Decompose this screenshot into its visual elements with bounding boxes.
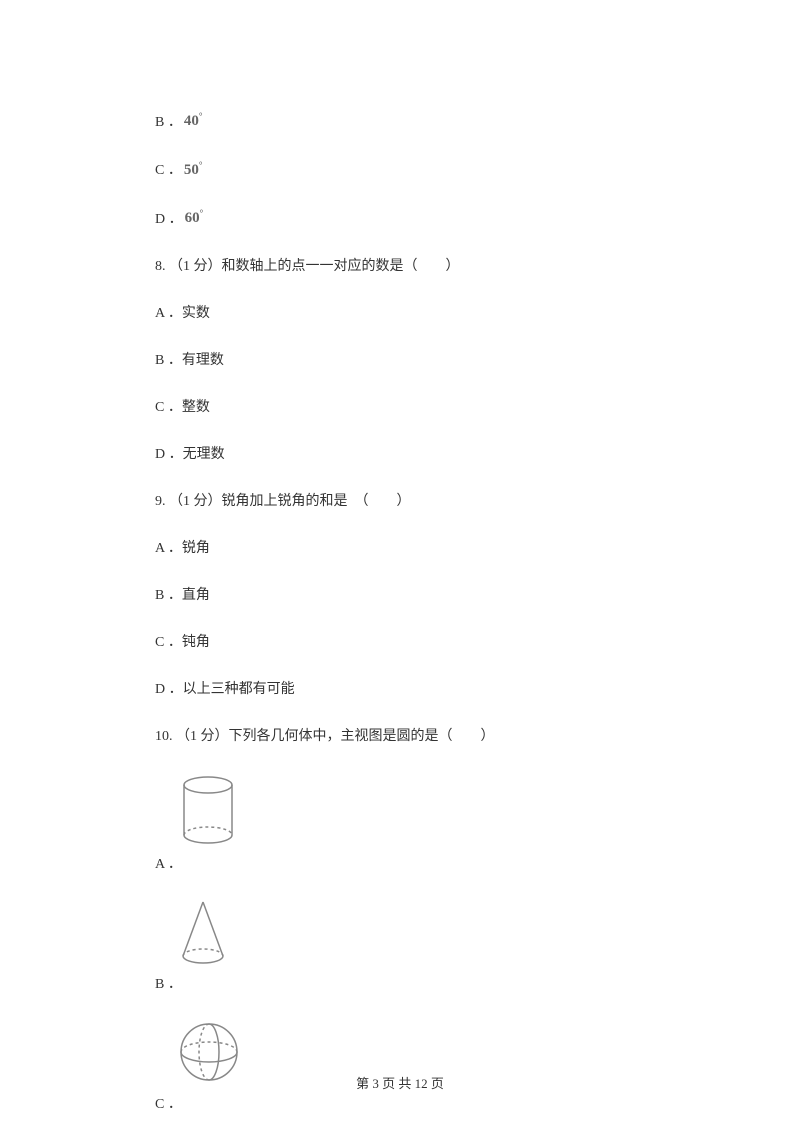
math-value: 40°: [184, 110, 203, 133]
option-text: 实数: [182, 303, 210, 324]
q10-option-a: A ．: [155, 853, 645, 878]
option-label: D ．: [155, 444, 183, 465]
q10-option-a-shape: [173, 773, 645, 848]
q9-option-d: D ． 以上三种都有可能: [155, 679, 645, 700]
q7-option-d: D ． 60°: [155, 207, 645, 230]
option-label: C ．: [155, 397, 182, 418]
q9-option-c: C ． 钝角: [155, 632, 645, 653]
option-text: 以上三种都有可能: [183, 679, 295, 700]
degree-symbol: °: [199, 160, 203, 170]
page-content: B ． 40° C ． 50° D ． 60° 8. （1 分）和数轴上的点一一…: [0, 0, 800, 1118]
q7-option-c: C ． 50°: [155, 159, 645, 182]
q9-option-a: A ． 锐角: [155, 538, 645, 559]
math-value: 60°: [185, 207, 204, 230]
option-text: 钝角: [182, 632, 210, 653]
option-label: A ．: [155, 538, 182, 559]
option-label: C ．: [155, 632, 182, 653]
q10-option-b: B ．: [155, 973, 645, 998]
option-label: D ．: [155, 209, 183, 230]
q8-option-a: A ． 实数: [155, 303, 645, 324]
option-label: C ．: [155, 1093, 185, 1118]
q9-option-b: B ． 直角: [155, 585, 645, 606]
footer-total-pages: 12: [415, 1076, 428, 1091]
option-text: 锐角: [182, 538, 210, 559]
q10-option-b-shape: [173, 896, 645, 968]
q9-text: 9. （1 分）锐角加上锐角的和是 （ ）: [155, 491, 645, 512]
option-label: A ．: [155, 853, 185, 878]
q8-option-d: D ． 无理数: [155, 444, 645, 465]
cylinder-icon: [173, 773, 243, 848]
degree-symbol: °: [200, 208, 204, 218]
q10-text: 10. （1 分）下列各几何体中，主视图是圆的是（ ）: [155, 726, 645, 747]
q8-text: 8. （1 分）和数轴上的点一一对应的数是（ ）: [155, 256, 645, 277]
angle-value: 40: [184, 113, 199, 129]
q7-option-b: B ． 40°: [155, 110, 645, 133]
option-label: B ．: [155, 973, 185, 998]
option-text: 直角: [182, 585, 210, 606]
option-text: 无理数: [183, 444, 225, 465]
option-label: B ．: [155, 112, 182, 133]
option-label: D ．: [155, 679, 183, 700]
cone-icon: [173, 896, 233, 968]
option-text: 整数: [182, 397, 210, 418]
footer-suffix: 页: [428, 1076, 444, 1091]
option-label: A ．: [155, 303, 182, 324]
footer-mid: 页 共: [379, 1076, 415, 1091]
angle-value: 50: [184, 162, 199, 178]
q8-option-b: B ． 有理数: [155, 350, 645, 371]
page-footer: 第 3 页 共 12 页: [0, 1073, 800, 1092]
degree-symbol: °: [199, 111, 203, 121]
option-label: B ．: [155, 350, 182, 371]
footer-prefix: 第: [356, 1076, 372, 1091]
angle-value: 60: [185, 210, 200, 226]
math-value: 50°: [184, 159, 203, 182]
q8-option-c: C ． 整数: [155, 397, 645, 418]
option-label: C ．: [155, 160, 182, 181]
q10-option-c: C ．: [155, 1093, 645, 1118]
option-label: B ．: [155, 585, 182, 606]
option-text: 有理数: [182, 350, 224, 371]
